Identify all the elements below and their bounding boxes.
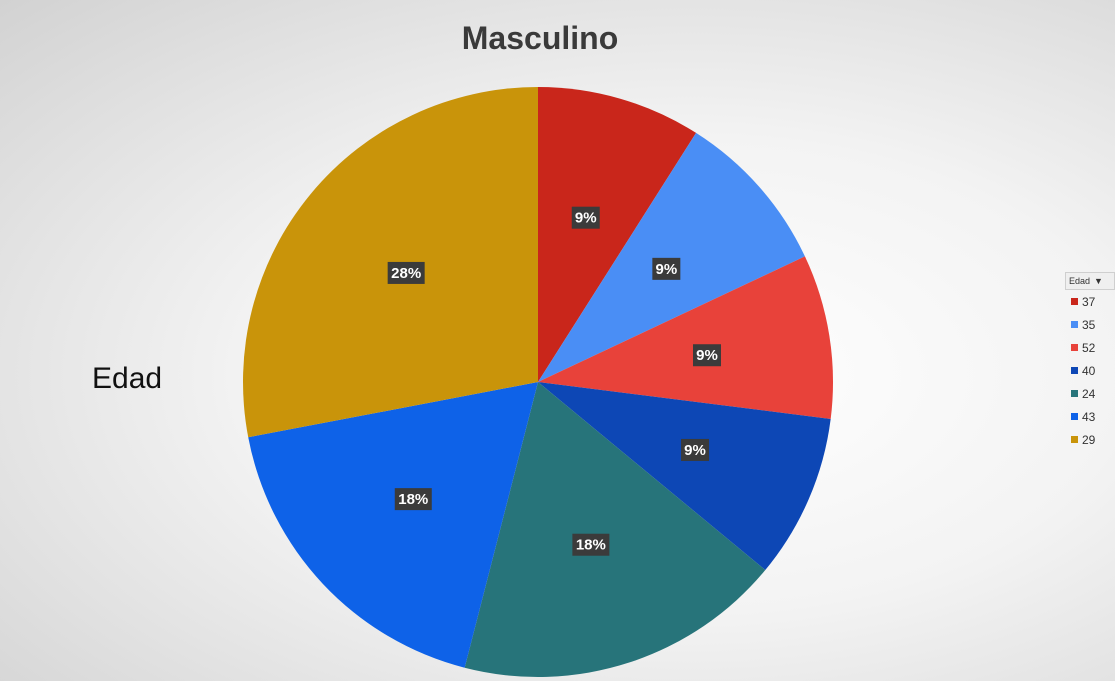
slice-label-text: 9% (575, 210, 597, 227)
slice-label-box (681, 438, 710, 461)
slice-label-box (572, 533, 610, 556)
legend-swatch (1071, 298, 1078, 305)
slice-label-box (394, 488, 432, 511)
pie-slice-43[interactable] (248, 382, 538, 668)
legend: Edad ▼ 37 35 52 40 24 43 29 (1065, 272, 1115, 451)
pie-slice-37[interactable] (538, 87, 697, 382)
pie-slice-52[interactable] (538, 256, 833, 419)
legend-item-52[interactable]: 52 (1065, 336, 1115, 359)
pie-slice-24[interactable] (464, 382, 766, 678)
slice-label-text: 28% (391, 265, 421, 282)
legend-item-37[interactable]: 37 (1065, 290, 1115, 313)
legend-swatch (1071, 321, 1078, 328)
legend-item-24[interactable]: 24 (1065, 382, 1115, 405)
legend-item-43[interactable]: 43 (1065, 405, 1115, 428)
legend-label: 24 (1082, 386, 1096, 401)
slice-label-box (692, 344, 721, 367)
legend-label: 40 (1082, 363, 1096, 378)
legend-label: 35 (1082, 317, 1096, 332)
slice-label-24: 18% (572, 533, 610, 556)
legend-header-label: Edad (1069, 276, 1091, 286)
legend-label: 29 (1082, 432, 1096, 447)
slice-label-box (652, 257, 681, 280)
legend-swatch (1071, 390, 1078, 397)
legend-label: 37 (1082, 294, 1096, 309)
legend-item-35[interactable]: 35 (1065, 313, 1115, 336)
slice-label-text: 9% (696, 347, 718, 364)
legend-filter-button[interactable]: Edad ▼ (1065, 272, 1115, 290)
slice-label-text: 18% (398, 491, 428, 508)
slice-label-text: 18% (576, 537, 606, 554)
slice-label-52: 9% (692, 344, 721, 367)
slice-label-35: 9% (652, 257, 681, 280)
slice-label-box (387, 261, 425, 284)
slice-label-text: 9% (684, 442, 706, 459)
slice-label-37: 9% (571, 206, 600, 229)
slice-label-43: 18% (394, 488, 432, 511)
legend-label: 43 (1082, 409, 1096, 424)
legend-items: 37 35 52 40 24 43 29 (1065, 290, 1115, 451)
legend-label: 52 (1082, 340, 1096, 355)
pie-slice-35[interactable] (538, 132, 805, 382)
dropdown-arrow-icon: ▼ (1094, 276, 1103, 286)
slice-label-40: 9% (681, 438, 710, 461)
legend-swatch (1071, 344, 1078, 351)
legend-swatch (1071, 413, 1078, 420)
pie-slice-40[interactable] (538, 382, 831, 571)
chart-title: Masculino (461, 20, 619, 56)
slice-label-box (571, 206, 600, 229)
slice-label-29: 28% (387, 261, 425, 284)
side-label: Edad (92, 362, 163, 395)
slice-label-text: 9% (656, 261, 678, 278)
legend-item-29[interactable]: 29 (1065, 428, 1115, 451)
legend-swatch (1071, 367, 1078, 374)
legend-item-40[interactable]: 40 (1065, 359, 1115, 382)
legend-swatch (1071, 436, 1078, 443)
